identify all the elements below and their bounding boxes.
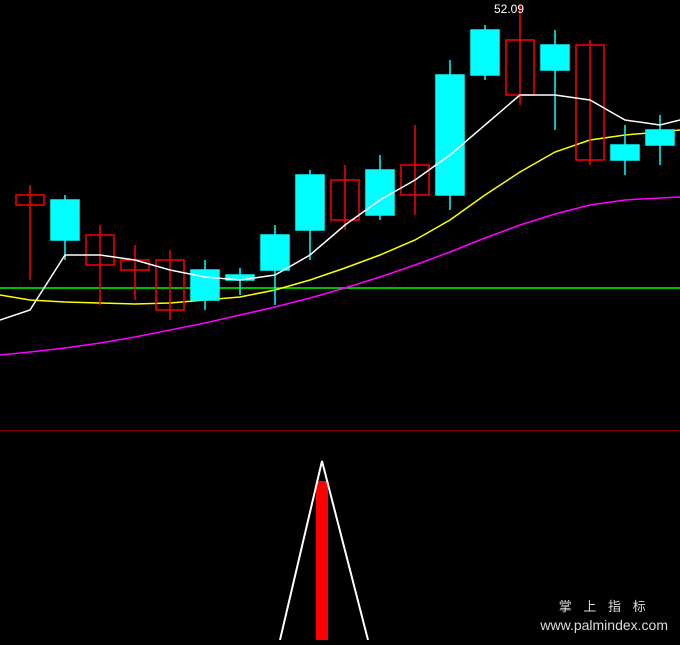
indicator-chart (0, 431, 680, 640)
sub-chart-svg (0, 431, 680, 640)
candlestick-chart: 52.09 (0, 0, 680, 430)
main-chart-svg (0, 0, 680, 430)
price-label: 52.09 (494, 2, 524, 16)
